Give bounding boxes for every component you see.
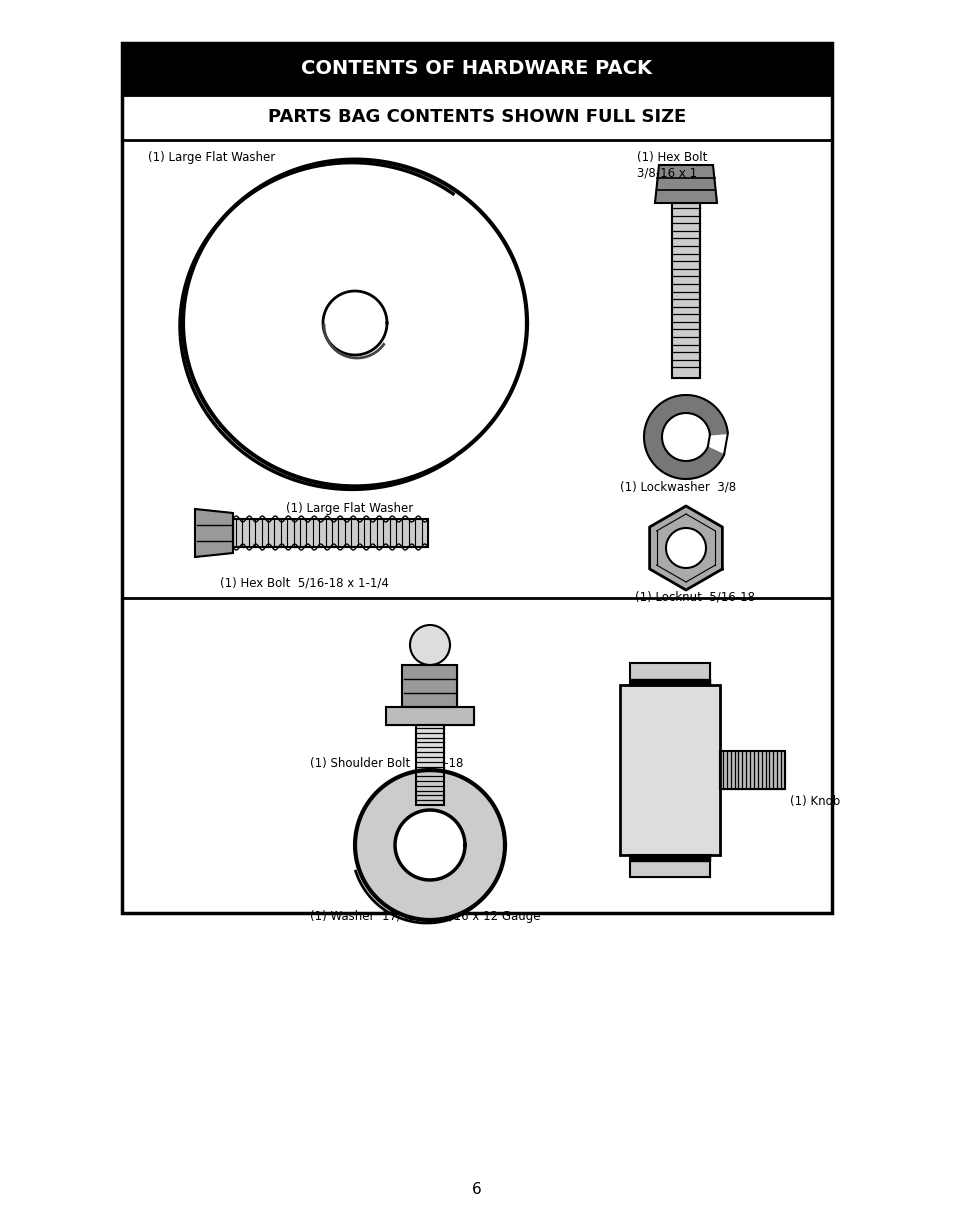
Bar (386, 707, 474, 725)
Text: (1) Hex Bolt
3/8-16 x 1: (1) Hex Bolt 3/8-16 x 1 (637, 151, 706, 179)
Bar (386, 707, 474, 725)
Polygon shape (323, 291, 387, 355)
Bar (619, 685, 720, 855)
Bar (122, 43, 831, 913)
Text: 6: 6 (472, 1182, 481, 1197)
Bar (629, 662, 709, 685)
Polygon shape (643, 395, 727, 479)
Bar (122, 43, 831, 95)
Bar (619, 685, 720, 855)
Polygon shape (655, 165, 717, 203)
Bar (671, 203, 700, 379)
Polygon shape (665, 528, 705, 568)
Polygon shape (194, 509, 233, 557)
Bar (629, 855, 709, 862)
Text: (1) Knob: (1) Knob (789, 795, 840, 807)
Bar (671, 203, 700, 379)
Text: (1) Large Flat Washer: (1) Large Flat Washer (148, 151, 275, 163)
Text: (1) Shoulder Bolt  5/16-18: (1) Shoulder Bolt 5/16-18 (310, 756, 463, 769)
Polygon shape (395, 810, 464, 880)
Bar (402, 665, 457, 707)
Bar (629, 855, 709, 878)
Text: (1) Lockwasher  3/8: (1) Lockwasher 3/8 (619, 481, 736, 493)
Bar (629, 855, 709, 878)
Bar (122, 95, 831, 140)
Bar (233, 519, 428, 547)
Bar (416, 725, 443, 805)
Bar (720, 751, 784, 789)
Text: (1) Large Flat Washer: (1) Large Flat Washer (286, 501, 414, 515)
Text: CONTENTS OF HARDWARE PACK: CONTENTS OF HARDWARE PACK (301, 59, 652, 79)
Polygon shape (183, 160, 526, 487)
Bar (402, 665, 457, 707)
Bar (629, 678, 709, 685)
Bar (720, 751, 784, 789)
Text: (1) Hex Bolt  5/16-18 x 1-1/4: (1) Hex Bolt 5/16-18 x 1-1/4 (220, 576, 389, 589)
Bar (629, 662, 709, 685)
Text: PARTS BAG CONTENTS SHOWN FULL SIZE: PARTS BAG CONTENTS SHOWN FULL SIZE (268, 108, 685, 127)
Text: (1) Locknut  5/16-18: (1) Locknut 5/16-18 (635, 591, 754, 603)
Bar (233, 519, 428, 547)
Text: (1) Washer  17/32 x 1-3/16 x 12 Gauge: (1) Washer 17/32 x 1-3/16 x 12 Gauge (310, 909, 540, 923)
Polygon shape (355, 771, 504, 921)
Bar (416, 725, 443, 805)
Polygon shape (649, 506, 721, 590)
Circle shape (410, 626, 450, 665)
